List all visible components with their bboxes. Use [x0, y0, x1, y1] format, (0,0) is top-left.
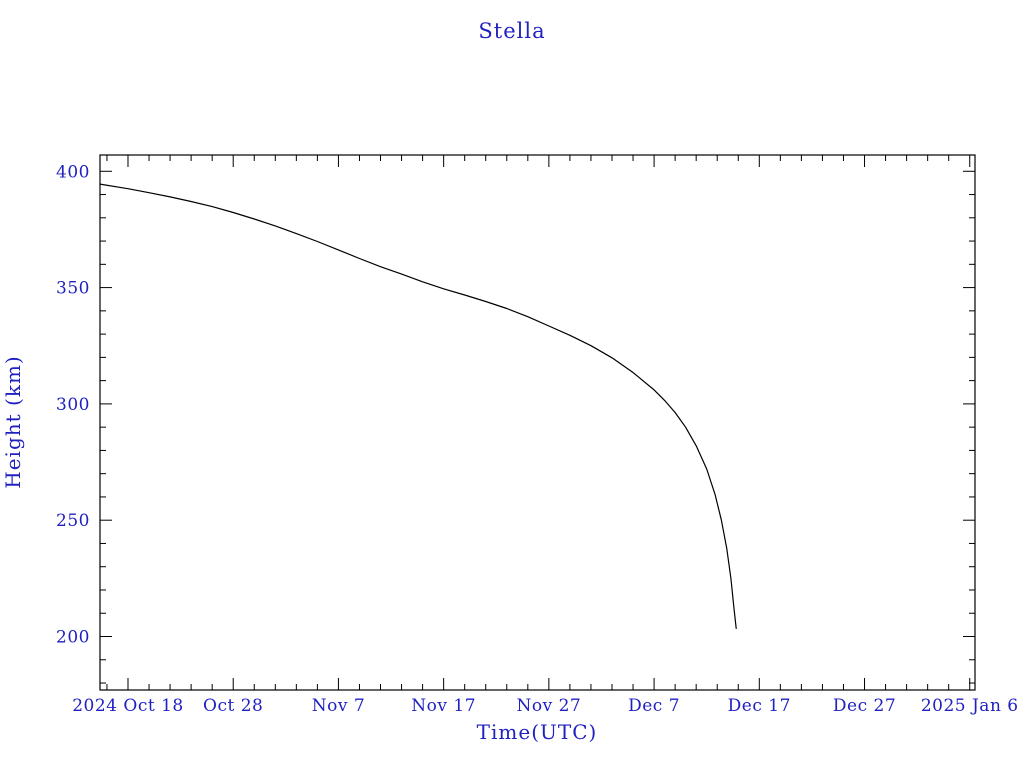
x-axis-label: Time(UTC) [477, 720, 598, 744]
plot-frame [99, 154, 976, 691]
axis-ticks [100, 155, 975, 690]
axis-tick-labels: 2024 Oct 18 Oct 28 Nov 7 Nov 17 Nov 27 Dec 7 D… [56, 162, 1019, 716]
x-tick-label: Nov 7 [312, 696, 365, 716]
y-tick-label: 400 [56, 162, 90, 182]
y-axis-label: Height (km) [1, 355, 25, 488]
x-tick-label: Dec 27 [833, 696, 896, 716]
y-tick-label: 200 [56, 628, 90, 648]
x-tick-label: Dec 7 [628, 696, 680, 716]
x-tick-label: Nov 27 [516, 696, 581, 716]
y-tick-label: 350 [56, 279, 90, 299]
x-tick-label: 2024 Oct 18 [72, 696, 184, 716]
decay-curve [99, 183, 737, 629]
x-tick-label: 2025 Jan 6 [921, 696, 1019, 716]
x-tick-label: Oct 28 [203, 696, 263, 716]
x-tick-label: Nov 17 [411, 696, 476, 716]
y-tick-label: 300 [56, 395, 90, 415]
plot-axes-box [99, 154, 976, 691]
chart-title: Stella [478, 19, 545, 43]
x-tick-label: Dec 17 [728, 696, 791, 716]
y-tick-label: 250 [56, 511, 90, 531]
